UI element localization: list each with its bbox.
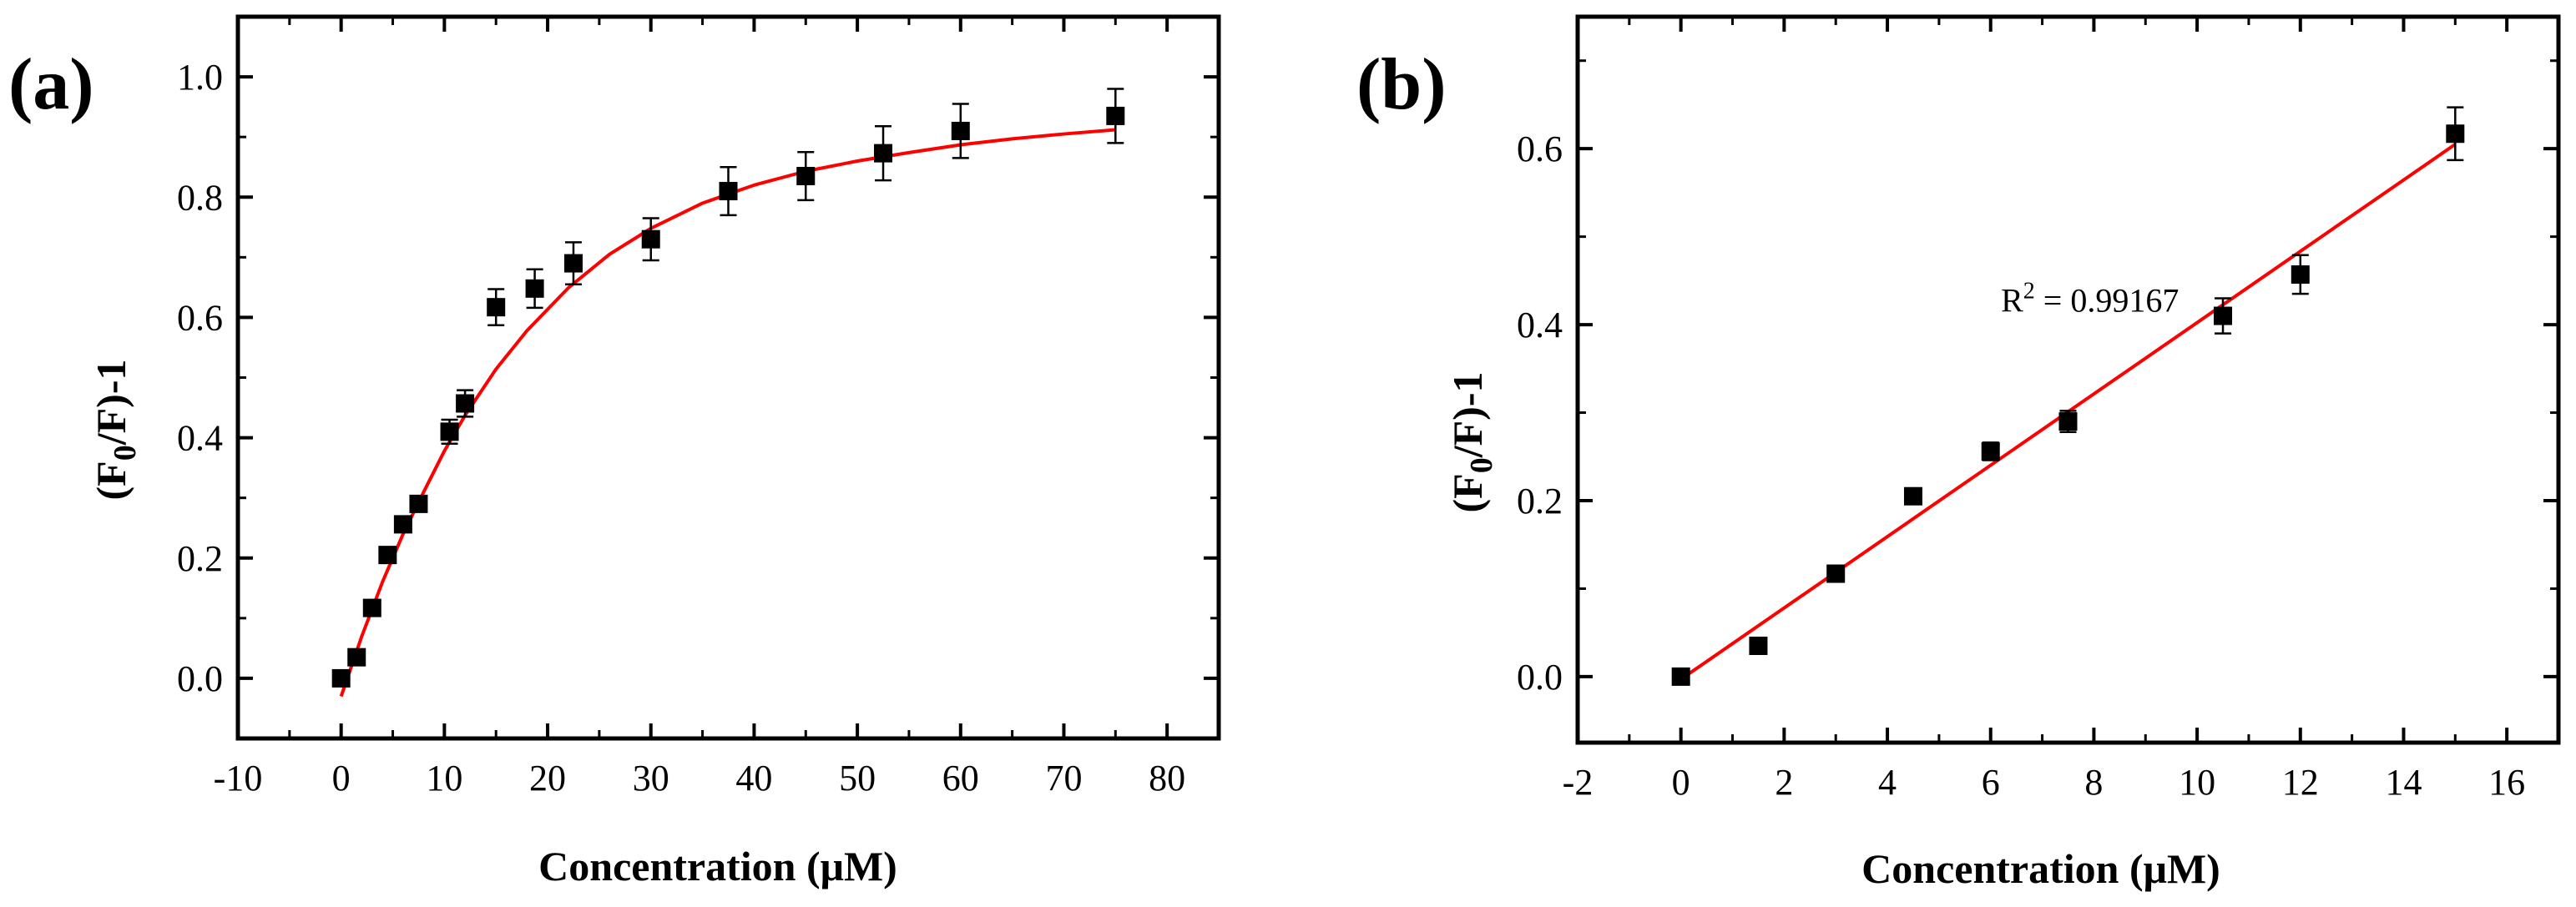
panel-a-y-title-close: /F)-1: [88, 360, 134, 446]
panel-b-plot-frame: [1575, 14, 2561, 745]
panel-a-x-tick-label: 70: [1045, 758, 1082, 799]
panel-b-data-point: [1903, 486, 1922, 506]
panel-b-y-tick-label: 0.4: [1517, 305, 1563, 345]
panel-a-y-tick-label: 0.8: [177, 177, 223, 218]
panel-a-y-tick-label: 0.0: [177, 658, 223, 699]
panel-b-x-tick-label: 0: [1672, 762, 1690, 803]
panel-a-plot-area: -10 0 10 20 30 40 50 60 70 80 0.0 0.2 0.4 0.6 0.8 1.0: [177, 17, 1219, 799]
panel-b-x-tick-label: 12: [2282, 762, 2319, 803]
panel-a-data-point: [331, 668, 351, 688]
panel-b-data-point: [1981, 441, 2000, 461]
panel-a-y-title-sub: 0: [108, 445, 143, 461]
panel-b-y-tick-label: 0.0: [1517, 657, 1563, 698]
panel-a-x-tick-label: 10: [426, 758, 462, 799]
panel-b-data-point: [2291, 265, 2310, 284]
panel-a-data-point: [563, 254, 583, 273]
panel-b-x-tick-label: 14: [2385, 762, 2422, 803]
panel-a-x-tick-label: 20: [529, 758, 566, 799]
panel-a-data-point: [378, 546, 397, 565]
panel-a-x-tick-label: 60: [942, 758, 979, 799]
panel-b-x-tick-label: 6: [1982, 762, 2000, 803]
panel-a-data-point: [525, 279, 544, 298]
panel-a-x-tick-label: 30: [633, 758, 669, 799]
panel-a-data-point: [1106, 106, 1125, 125]
panel-b-data-point: [1826, 564, 1846, 583]
panel-b-y-title-sub: 0: [1464, 457, 1499, 473]
panel-b-x-tick-label: -2: [1563, 762, 1594, 803]
panel-a-x-tick-label: -10: [214, 758, 263, 799]
panel-a-x-tick-label: 40: [735, 758, 772, 799]
panel-b-y-title-close: /F)-1: [1444, 372, 1491, 459]
panel-a: (a) Concentration (μM) (F0/F)-1 -10 0 10 20…: [8, 14, 1221, 889]
panel-a-data-point: [409, 494, 428, 513]
panel-a-y-axis-title: (F0/F)-1: [88, 360, 143, 501]
panel-b-data-point: [1671, 667, 1690, 686]
panel-b-data-point: [2214, 306, 2233, 325]
panel-a-y-tick-label: 0.6: [177, 297, 223, 338]
panel-a-data-point: [393, 515, 412, 534]
panel-a-data-point: [874, 144, 893, 163]
panel-a-label: (a): [8, 44, 94, 125]
panel-a-x-tick-label: 80: [1149, 758, 1185, 799]
panel-b-y-tick-label: 0.2: [1517, 481, 1563, 522]
panel-a-data-point: [796, 167, 816, 186]
panel-a-x-tick-label: 50: [839, 758, 876, 799]
panel-a-data-point: [641, 229, 660, 249]
panel-b-data-point: [2058, 412, 2078, 431]
panel-a-y-tick-label: 0.4: [177, 418, 223, 459]
panel-b-r-squared-base: R: [2001, 281, 2023, 319]
panel-a-y-tick-label: 1.0: [177, 57, 223, 98]
panel-b-x-tick-label: 8: [2084, 762, 2103, 803]
panel-b-r-squared-sup: 2: [2023, 278, 2035, 304]
panel-a-data-point: [487, 298, 506, 317]
panel-b-plot-area: -2 0 2 4 6 8 10 12 14 16 0.0 0.2 0.4 0.6: [1517, 17, 2558, 803]
panel-a-data-point: [362, 598, 381, 617]
panel-a-data-point: [951, 121, 970, 140]
panel-b-x-tick-label: 4: [1878, 762, 1897, 803]
panel-b-label: (b): [1356, 44, 1447, 125]
panel-a-x-tick-label: 0: [332, 758, 351, 799]
panel-a-data-point: [440, 422, 459, 441]
panel-b-x-tick-label: 16: [2488, 762, 2525, 803]
panel-b-y-axis-title: (F0/F)-1: [1444, 372, 1499, 513]
panel-a-data-point: [456, 394, 475, 413]
panel-a-y-tick-label: 0.2: [177, 538, 223, 579]
panel-a-data-point: [347, 647, 366, 667]
panel-b-r-squared-annotation: R2 = 0.99167: [2001, 278, 2179, 319]
panel-b-x-tick-label: 2: [1775, 762, 1793, 803]
panel-a-x-axis-title: Concentration (μM): [538, 843, 897, 889]
panel-a-data-point: [719, 182, 738, 201]
panel-b-y-tick-label: 0.6: [1517, 128, 1563, 169]
panel-b-x-axis-title: Concentration (μM): [1861, 845, 2220, 892]
panel-b-data-point: [1749, 637, 1768, 655]
panel-a-plot-frame: [235, 14, 1221, 741]
panel-b-data-point: [2446, 124, 2465, 144]
panel-a-y-title-open: (F: [88, 461, 134, 500]
panel-b-y-title-open: (F: [1444, 473, 1491, 512]
panel-b: (b) Concentration (μM) (F0/F)-1 R2 = 0.9…: [1356, 14, 2561, 892]
panel-b-x-tick-label: 10: [2179, 762, 2215, 803]
panel-b-r-squared-value: = 0.99167: [2035, 281, 2179, 319]
